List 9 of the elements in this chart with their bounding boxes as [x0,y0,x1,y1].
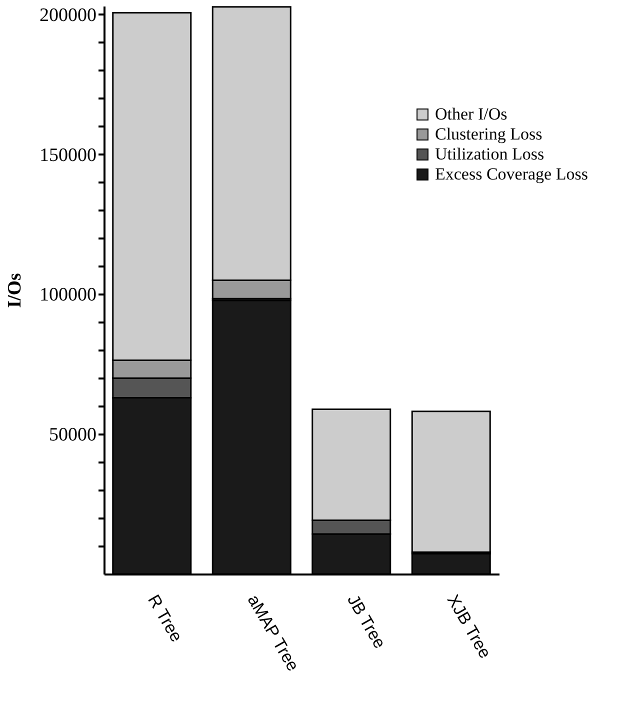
legend-label: Clustering Loss [435,124,542,144]
y-tick-label: 150000 [40,144,96,166]
y-tick-label: 200000 [40,4,96,26]
y-axis-title: I/Os [4,273,26,308]
y-tick-label: 100000 [40,284,96,306]
legend-label: Other I/Os [435,104,508,124]
legend-label: Excess Coverage Loss [435,164,588,184]
y-tick-label: 50000 [49,424,96,446]
legend-label: Utilization Loss [435,144,544,164]
